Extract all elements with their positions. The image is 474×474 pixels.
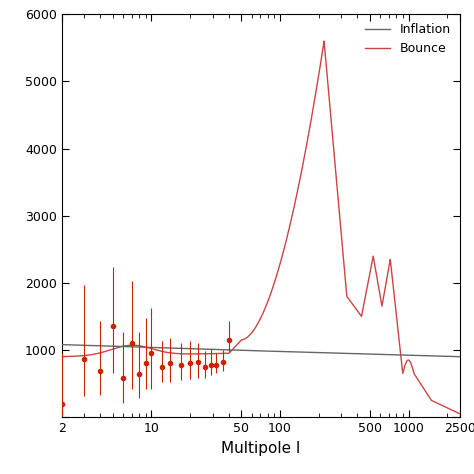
Bounce — [298, 174, 303, 180]
Inflation — [386, 352, 392, 357]
X-axis label: Multipole l: Multipole l — [221, 440, 301, 456]
Bounce — [321, 38, 327, 44]
Inflation — [356, 351, 362, 356]
Line: Bounce: Bounce — [62, 41, 460, 414]
Bounce — [59, 354, 64, 360]
Bounce — [356, 310, 362, 316]
Bounce — [211, 351, 217, 356]
Inflation — [318, 350, 323, 356]
Inflation — [298, 349, 303, 355]
Legend: Inflation, Bounce: Inflation, Bounce — [360, 18, 456, 60]
Inflation — [59, 342, 64, 347]
Bounce — [457, 411, 463, 417]
Inflation — [131, 344, 137, 350]
Line: Inflation: Inflation — [62, 345, 460, 357]
Bounce — [318, 61, 323, 66]
Bounce — [131, 342, 137, 348]
Inflation — [457, 354, 463, 360]
Bounce — [386, 264, 392, 269]
Inflation — [211, 346, 217, 352]
